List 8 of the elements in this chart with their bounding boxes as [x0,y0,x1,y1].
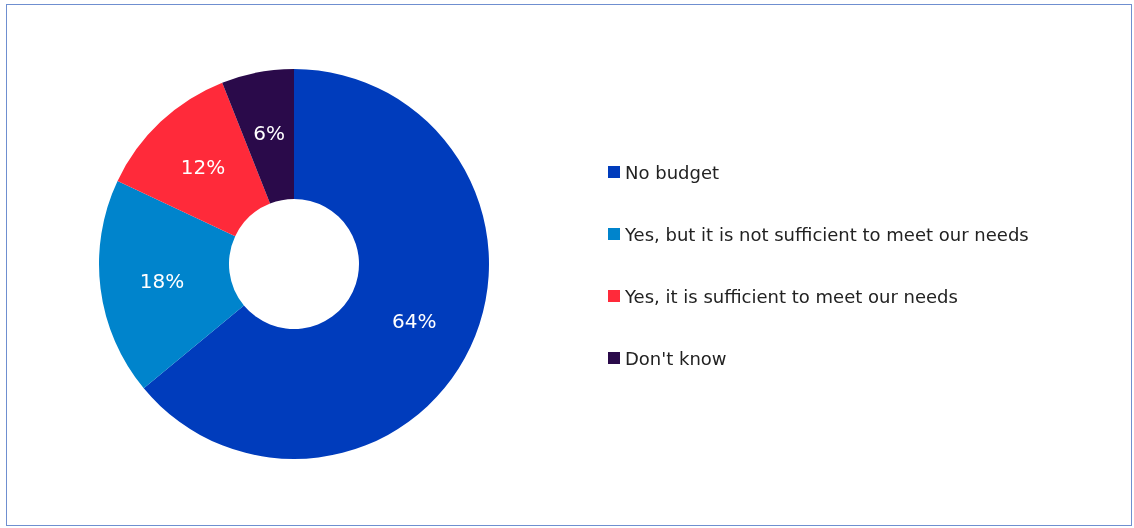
legend-label: Yes, but it is not sufficient to meet our needs [624,223,1029,245]
data-label: 18% [139,268,185,293]
data-label: 12% [180,155,226,180]
legend-label: Don't know [625,347,727,369]
legend-label: No budget [625,161,720,183]
data-label: 64% [392,308,437,333]
data-label: 6% [253,121,285,146]
legend-label: Yes, it is sufficient to meet our needs [624,285,958,307]
